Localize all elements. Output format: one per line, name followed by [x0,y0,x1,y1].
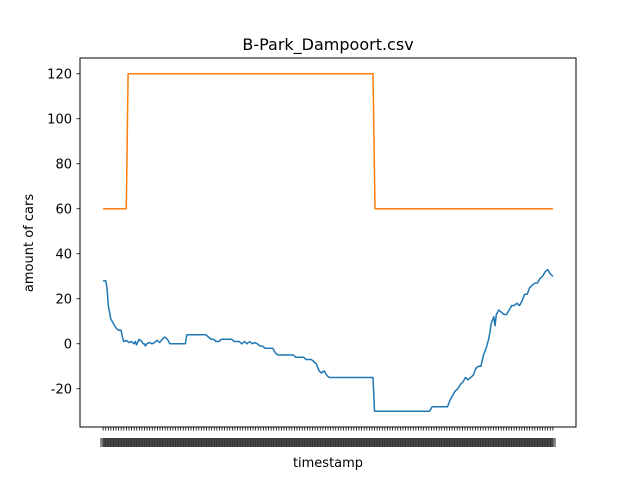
x-axis-title: timestamp [293,456,363,471]
plot-frame [79,57,577,428]
x-axis-ticks [100,427,556,447]
series-layer [103,73,554,413]
y-axis-title: amount of cars [22,194,37,292]
y-tick-label: 40 [55,247,72,262]
y-tick-label: 0 [64,337,72,352]
x-tick-label-overlap [549,438,556,447]
y-tick-label: 60 [55,202,72,217]
series-line-1 [103,268,554,413]
y-axis-ticks: -20 0 20 40 60 80 100 120 [47,67,80,397]
series-line-0 [103,73,553,210]
chart-title: B-Park_Dampoort.csv [242,35,413,55]
y-tick-label: 120 [47,67,72,82]
y-tick-label: 80 [55,157,72,172]
y-tick-label: 20 [55,292,72,307]
y-tick-label: -20 [51,382,72,397]
y-tick-label: 100 [47,112,72,127]
